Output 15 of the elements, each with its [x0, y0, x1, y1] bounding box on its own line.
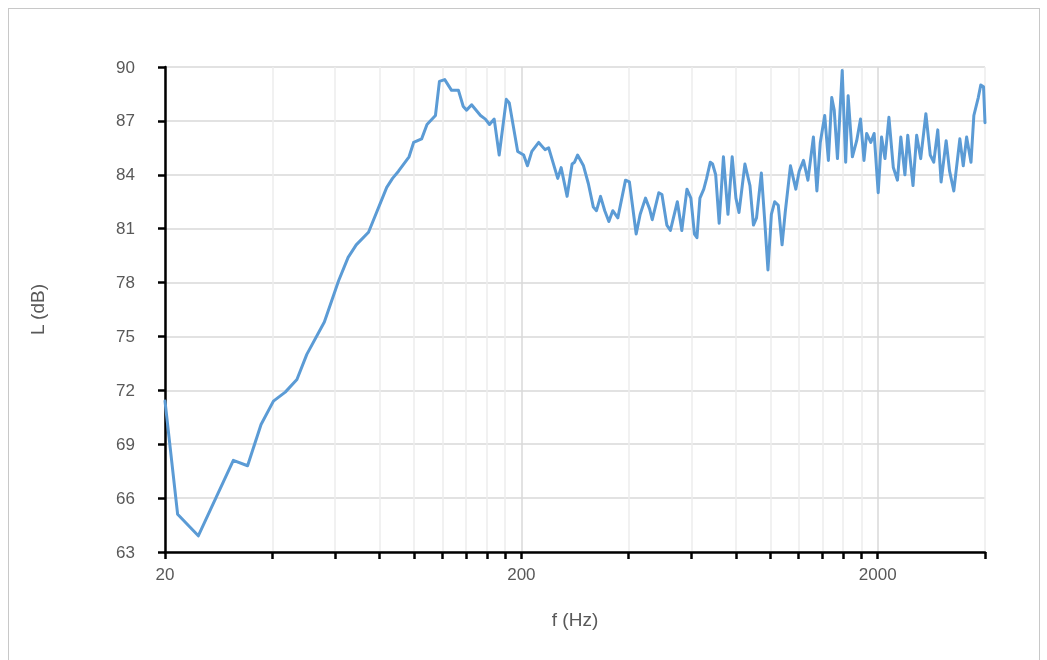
y-tick-label: 66: [116, 488, 135, 508]
x-tick-label: 2000: [858, 565, 897, 584]
x-axis-title: f (Hz): [551, 609, 599, 630]
y-tick-label: 90: [116, 57, 135, 77]
x-tick-label: 20: [155, 565, 175, 584]
y-axis-title: L (dB): [27, 283, 48, 336]
y-tick-label: 69: [116, 434, 135, 454]
y-tick-label: 75: [116, 326, 135, 346]
y-tick-label: 84: [116, 165, 135, 185]
x-tick-label: 200: [507, 565, 536, 584]
y-tick-label: 72: [116, 380, 135, 400]
y-tick-label: 63: [116, 542, 135, 562]
y-tick-label: 81: [116, 219, 135, 239]
y-tick-label: 87: [116, 111, 135, 131]
y-tick-label: 78: [116, 273, 135, 293]
